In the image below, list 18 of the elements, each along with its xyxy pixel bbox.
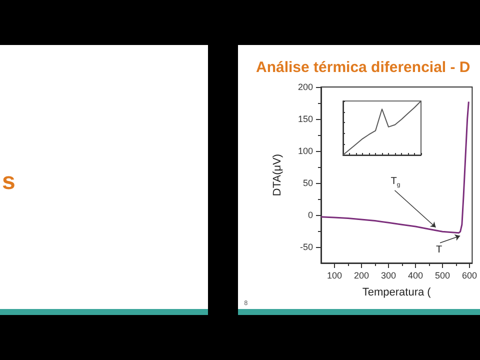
x-axis-title: Temperatura ( [362, 286, 432, 298]
x-tick-label: 100 [326, 270, 342, 280]
chart-title: Análise térmica diferencial - D [256, 59, 470, 76]
x-tick-label: 300 [380, 270, 396, 280]
line-series [320, 100, 470, 234]
y-tick-label: 50 [302, 178, 313, 188]
annotation: T [436, 244, 442, 256]
y-tick-label: 150 [298, 114, 313, 124]
y-tick-label: 0 [308, 210, 313, 220]
y-tick-label: 200 [298, 82, 313, 92]
y-tick-label: -50 [300, 242, 313, 252]
x-tick-label: 400 [408, 270, 424, 280]
x-tick-label: 500 [434, 270, 450, 280]
y-tick-label: 100 [298, 146, 313, 156]
y-axis-title: DTA(μV) [272, 154, 284, 196]
x-tick-label: 200 [354, 270, 370, 280]
x-tick-label: 600 [462, 270, 478, 280]
text: s [2, 168, 16, 196]
